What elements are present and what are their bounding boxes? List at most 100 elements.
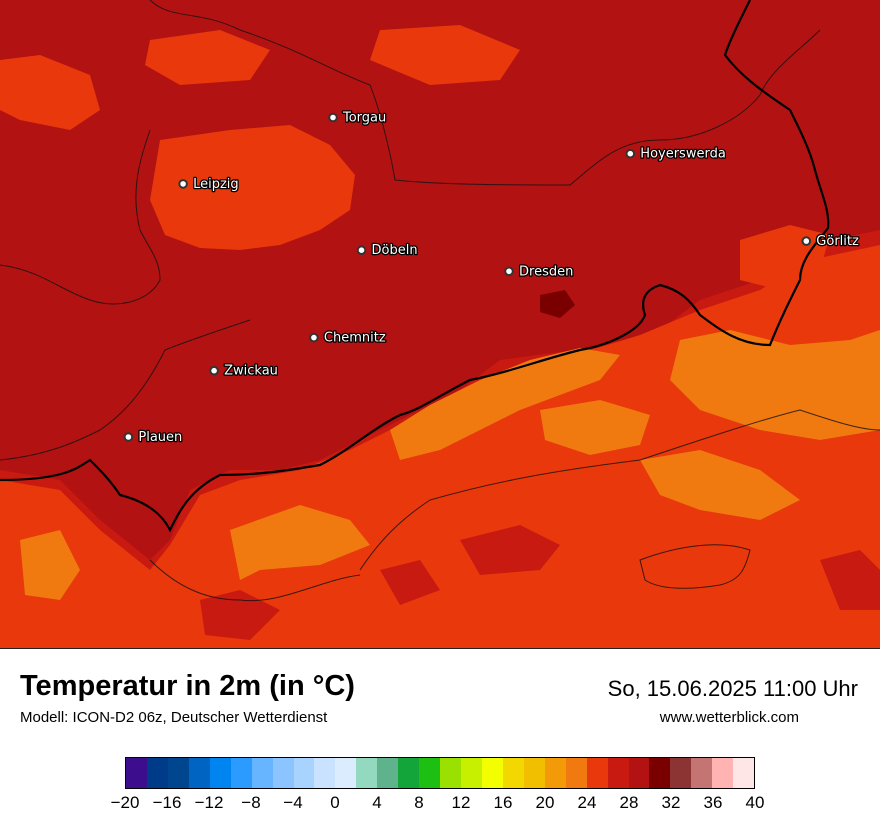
colorbar-swatch <box>419 758 441 788</box>
colorbar-swatch <box>272 758 294 788</box>
colorbar-swatch <box>481 758 503 788</box>
colorbar-swatch <box>586 758 608 788</box>
city-dot <box>801 236 812 246</box>
colorbar-tick: 0 <box>330 793 340 812</box>
city-label: Hoyerswerda <box>640 147 726 162</box>
city-layer: Torgau Hoyerswerda Leipzig Döbeln Dresden Gör… <box>123 109 860 446</box>
colorbar-tick: 32 <box>661 793 681 812</box>
colorbar-swatch <box>377 758 399 788</box>
colorbar-swatch <box>314 758 336 788</box>
city-label: Chemnitz <box>324 331 386 346</box>
temperature-zone-26-28-south-patch-2 <box>380 560 440 605</box>
city-marker-torgau[interactable]: Torgau <box>328 109 388 127</box>
state-border-north <box>149 0 821 186</box>
district-border-south <box>359 409 880 571</box>
colorbar-tick: 40 <box>745 793 765 812</box>
admin-borders <box>0 0 880 602</box>
colorbar-swatch <box>502 758 524 788</box>
colorbar-tick: −20 <box>110 793 140 812</box>
colorbar-swatch <box>712 758 734 788</box>
colorbar-tick-labels: −20 −16 −12 −8 −4 0 4 8 12 16 20 24 28 32 36 40 <box>0 793 880 823</box>
city-dot <box>504 266 514 277</box>
state-border-west-2 <box>0 319 251 461</box>
colorbar-swatch <box>335 758 357 788</box>
colorbar-swatch <box>544 758 566 788</box>
colorbar-tick: −12 <box>194 793 224 812</box>
colorbar-tick: 28 <box>619 793 639 812</box>
city-dot <box>625 148 636 159</box>
colorbar-swatch <box>293 758 315 788</box>
state-border-west <box>0 129 161 305</box>
city-label: Plauen <box>138 430 182 445</box>
temperature-zone-22-24-ridge <box>390 348 620 460</box>
colorbar-tick: −8 <box>241 793 261 812</box>
city-marker-plauen[interactable]: Plauen <box>123 429 184 446</box>
temperature-zone-22-24-center-south <box>540 400 650 455</box>
city-label: Dresden <box>519 264 573 279</box>
district-border-south-west <box>149 559 361 602</box>
colorbar-tick: 16 <box>493 793 513 812</box>
colorbar-swatch <box>523 758 545 788</box>
temperature-zone-26-28-south-patch-3 <box>820 550 880 610</box>
city-dot <box>309 332 319 343</box>
colorbar-swatch <box>607 758 629 788</box>
colorbar-swatch <box>398 758 420 788</box>
colorbar-swatch <box>188 758 210 788</box>
city-marker-görlitz[interactable]: Görlitz <box>801 233 860 250</box>
colorbar-swatch <box>461 758 482 788</box>
city-dot <box>328 112 338 123</box>
temperature-zone-24-26-north <box>145 30 270 85</box>
colorbar-swatch <box>628 758 650 788</box>
model-source: Modell: ICON-D2 06z, Deutscher Wetterdie… <box>20 709 328 726</box>
city-marker-chemnitz[interactable]: Chemnitz <box>309 329 387 347</box>
city-label: Zwickau <box>224 364 278 379</box>
district-border-south-east <box>639 544 751 589</box>
temperature-zone-26-28-south-patch-4 <box>200 590 280 640</box>
temperature-colorbar <box>125 757 755 789</box>
colorbar-tick: 12 <box>451 793 471 812</box>
city-label: Leipzig <box>193 177 239 192</box>
colorbar-swatch <box>126 758 147 788</box>
temperature-zone-22-24-east <box>670 330 880 440</box>
colorbar-swatch <box>649 758 671 788</box>
city-marker-leipzig[interactable]: Leipzig <box>178 176 240 193</box>
colorbar-swatch <box>167 758 189 788</box>
temperature-zone-26-28-south-patch-1 <box>460 525 560 575</box>
colorbar-swatch <box>146 758 168 788</box>
colorbar-tick: 4 <box>372 793 382 812</box>
colorbar-tick: −16 <box>152 793 182 812</box>
temperature-zone-22-24-south-center <box>230 505 370 580</box>
colorbar-swatch <box>440 758 461 788</box>
city-dot <box>178 179 188 189</box>
city-label: Döbeln <box>372 243 418 258</box>
colorbar-tick: 36 <box>703 793 723 812</box>
colorbar-tick: 8 <box>414 793 424 812</box>
forecast-datetime: So, 15.06.2025 11:00 Uhr <box>607 676 858 701</box>
city-dot <box>209 365 219 376</box>
colorbar-swatch <box>356 758 378 788</box>
national-border <box>0 0 830 533</box>
temperature-zone-24-26-north-west <box>0 55 100 130</box>
colorbar-swatch <box>565 758 587 788</box>
temperature-zone-22-24-south-west <box>20 530 80 600</box>
colorbar-tick: 24 <box>577 793 597 812</box>
city-dot <box>123 432 134 442</box>
city-label: Torgau <box>342 111 386 126</box>
map-title: Temperatur in 2m (in °C) <box>20 670 355 702</box>
colorbar-tick: 20 <box>535 793 555 812</box>
colorbar-swatch <box>733 758 755 788</box>
colorbar-swatch <box>670 758 692 788</box>
colorbar-swatch <box>251 758 273 788</box>
temperature-zone-24-26-leipzig <box>150 125 355 250</box>
colorbar-tick: −4 <box>283 793 303 812</box>
city-dot <box>356 245 367 255</box>
temperature-map[interactable]: Torgau Hoyerswerda Leipzig Döbeln Dresden Gör… <box>0 0 880 649</box>
city-marker-dresden[interactable]: Dresden <box>504 263 575 281</box>
temperature-zone-22-24-south-east <box>640 450 800 520</box>
city-marker-zwickau[interactable]: Zwickau <box>209 362 279 380</box>
city-marker-döbeln[interactable]: Döbeln <box>356 242 419 260</box>
city-marker-hoyerswerda[interactable]: Hoyerswerda <box>625 145 727 163</box>
temperature-zone-30-32-dresden <box>540 290 575 318</box>
colorbar-swatch <box>230 758 252 788</box>
website-link[interactable]: www.wetterblick.com <box>659 709 799 726</box>
